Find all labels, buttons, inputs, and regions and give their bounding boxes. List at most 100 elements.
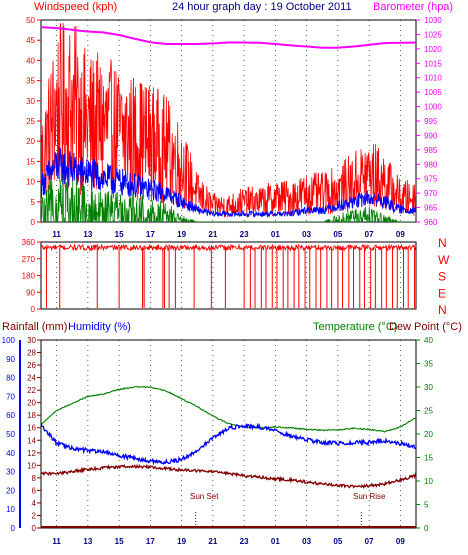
humidity-tick-label: 90 [6,355,15,364]
wind-x-tick-label: 15 [115,230,124,239]
rain-tick-label: 2 [32,511,37,520]
direction-left-tick-label: 270 [22,255,36,264]
wind-left-tick-label: 30 [26,97,35,106]
temp-tick-label: 15 [424,454,433,463]
direction-line [41,243,416,253]
temp-tick-label: 0 [424,524,429,533]
temp-x-tick-label: 11 [52,537,61,546]
wind-right-tick-label: 985 [424,146,438,155]
wind-right-tick-label: 960 [424,218,438,227]
rain-tick-label: 4 [32,499,37,508]
wind-left-axis: 0 5 10 15 20 25 30 35 40 45 50 [26,16,41,227]
wind-x-tick-label: 03 [302,230,311,239]
direction-left-tick-label: 90 [26,288,35,297]
humidity-axis: 0 10 20 30 40 50 60 70 80 90 100 [2,336,21,533]
rain-tick-label: 20 [27,399,36,408]
wind-x-tick-label: 07 [365,230,374,239]
wind-x-tick-label: 01 [271,230,280,239]
dew_point-line [41,463,416,489]
wind-left-tick-label: 0 [31,218,36,227]
humidity-axis-label: Humidity (%) [68,321,131,333]
humidity-tick-label: 60 [6,411,15,420]
temp-tick-label: 40 [424,336,433,345]
temp-plot-frame [40,339,417,529]
wind-right-tick-label: 1015 [424,59,442,68]
wind-right-tick-label: 1030 [424,16,442,25]
rainfall-axis-label: Rainfall (mm) [2,321,67,333]
humidity-tick-label: 70 [6,392,15,401]
temp-x-tick-label: 03 [302,537,311,546]
wind-left-tick-label: 40 [26,56,35,65]
wind-right-tick-label: 995 [424,117,438,126]
wind-right-tick-label: 965 [424,204,438,213]
wind-right-tick-label: 975 [424,175,438,184]
wind-right-tick-label: 980 [424,160,438,169]
wind-x-tick-label: 17 [146,230,155,239]
sun-rise-label: Sun Rise [353,492,386,501]
direction-compass-label: N [438,236,447,250]
wind-left-tick-label: 15 [26,157,35,166]
temp-tick-label: 30 [424,383,433,392]
rain-tick-label: 6 [32,486,37,495]
temp-x-tick-label: 23 [240,537,249,546]
gust-line [41,22,416,218]
temp-x-tick-label: 17 [146,537,155,546]
barometer-line [41,26,416,49]
direction-compass-label: N [438,303,447,317]
wind-x-tick-label: 05 [333,230,342,239]
wind-right-tick-label: 1000 [424,103,442,112]
direction-left-tick-label: 360 [22,238,36,247]
wind-left-tick-label: 50 [26,16,35,25]
rain-tick-label: 30 [27,336,36,345]
rain-tick-label: 28 [27,349,36,358]
temp-tick-label: 25 [424,407,433,416]
wind-left-tick-label: 20 [26,137,35,146]
wind-right-tick-label: 1020 [424,45,442,54]
rain-tick-label: 10 [27,461,36,470]
wind-x-tick-label: 13 [83,230,92,239]
direction-compass-label: S [438,270,446,284]
temp-x-tick-label: 07 [365,537,374,546]
rain-tick-label: 16 [27,424,36,433]
temperature-axis-label: Temperature (°C) [313,321,397,333]
humidity-tick-label: 20 [6,486,15,495]
direction-left-tick-label: 0 [31,305,36,314]
rain-tick-label: 8 [32,474,37,483]
wind-left-tick-label: 45 [26,36,35,45]
sun-set-label: Sun Set [190,492,219,501]
wind-right-tick-label: 1010 [424,74,442,83]
humidity-tick-label: 100 [2,336,16,345]
humidity-tick-label: 0 [11,524,16,533]
wind-right-axis-label: Barometer (hpa) [373,1,453,13]
rain-tick-label: 18 [27,411,36,420]
wind-right-tick-label: 990 [424,131,438,140]
rain-tick-label: 24 [27,374,36,383]
lull-line [41,173,416,222]
humidity-tick-label: 40 [6,449,15,458]
wind-x-tick-label: 23 [240,230,249,239]
direction-compass-label: W [438,253,450,267]
rain-tick-label: 12 [27,449,36,458]
rain-tick-label: 0 [32,524,37,533]
wind-x-tick-label: 21 [208,230,217,239]
chart-title: 24 hour graph day : 19 October 2011 [172,1,352,13]
humidity-line [41,422,416,466]
temp-x-tick-label: 13 [83,537,92,546]
humidity-tick-label: 30 [6,468,15,477]
dew-point-axis-label: Dew Point (°C) [389,321,462,333]
temp-x-tick-label: 05 [333,537,342,546]
temp-x-tick-label: 01 [271,537,280,546]
wind-right-tick-label: 1005 [424,88,442,97]
temp-x-tick-label: 21 [208,537,217,546]
rain-tick-label: 26 [27,361,36,370]
wind-left-tick-label: 10 [26,178,35,187]
temp-tick-label: 5 [424,501,429,510]
direction-left-tick-label: 180 [22,272,36,281]
wind-left-tick-label: 5 [31,198,36,207]
temp-tick-label: 10 [424,477,433,486]
